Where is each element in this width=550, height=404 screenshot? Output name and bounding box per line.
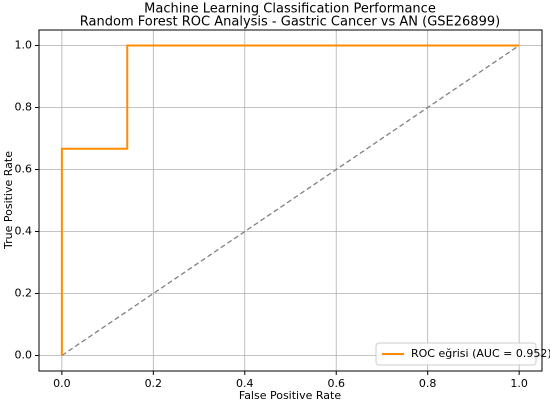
y-axis-label: True Positive Rate <box>2 151 15 250</box>
x-tick-label: 0.8 <box>419 377 437 390</box>
y-tick-label: 0.8 <box>15 101 33 114</box>
reference-line <box>61 44 520 357</box>
x-tick-label: 1.0 <box>510 377 528 390</box>
y-tick-label: 0.4 <box>15 225 33 238</box>
x-tick-label: 0.2 <box>145 377 163 390</box>
y-tick-label: 1.0 <box>15 39 33 52</box>
legend-label: ROC eğrisi (AUC = 0.952) <box>411 347 550 360</box>
x-tick-label: 0.4 <box>236 377 254 390</box>
plot-frame <box>38 29 543 372</box>
chart-title: Machine Learning Classification Performa… <box>144 2 436 17</box>
x-tick-label: 0.6 <box>327 377 345 390</box>
x-tick-label: 0.0 <box>53 377 71 390</box>
roc-line <box>60 44 520 356</box>
y-tick-label: 0.6 <box>15 163 33 176</box>
legend-box <box>375 342 537 366</box>
y-tick-label: 0.0 <box>15 349 33 362</box>
x-axis-label: False Positive Rate <box>239 389 341 402</box>
y-tick-label: 0.2 <box>15 287 33 300</box>
chart-subtitle: Random Forest ROC Analysis - Gastric Can… <box>80 15 500 30</box>
